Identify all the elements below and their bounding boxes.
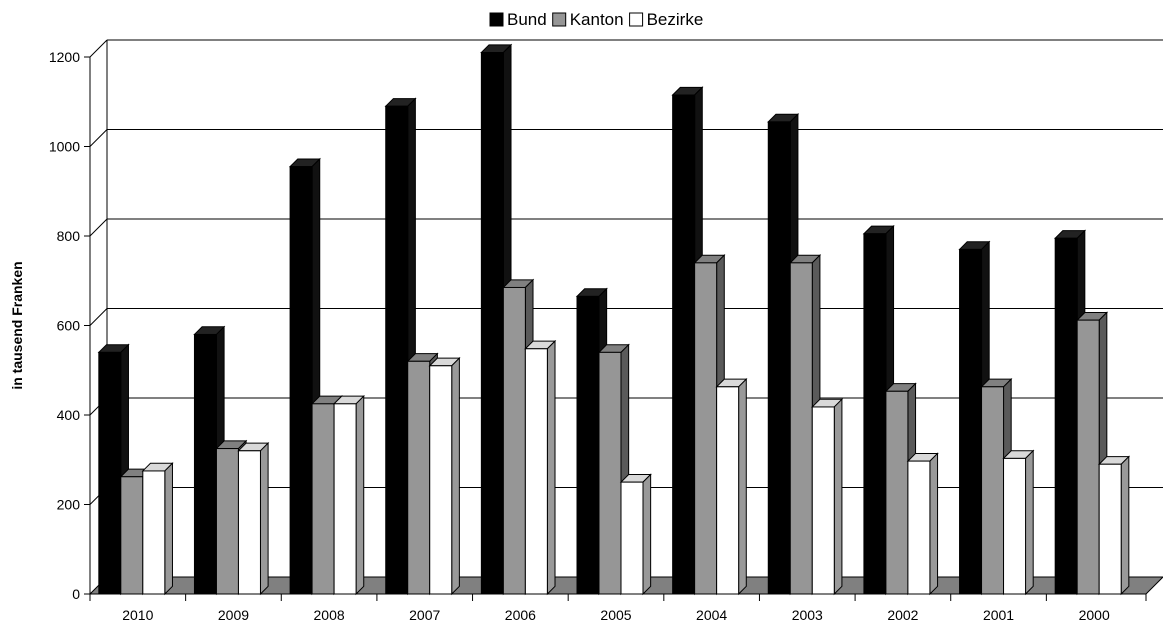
bar-front <box>1054 237 1078 595</box>
legend-label: Bund <box>507 10 547 29</box>
bar-side <box>929 452 939 596</box>
y-tick-label: 200 <box>57 497 81 513</box>
y-tick-label: 400 <box>57 407 81 423</box>
legend-swatch <box>552 12 567 27</box>
legend-swatch <box>489 12 504 27</box>
x-tick-label: 2005 <box>600 607 631 622</box>
bar-front <box>407 360 431 595</box>
gridline-side <box>89 308 108 326</box>
legend: Bund Kanton Bezirke <box>489 10 704 29</box>
x-tick-label: 2001 <box>983 607 1014 622</box>
x-tick-label: 2010 <box>122 607 153 622</box>
y-tick-label: 800 <box>57 228 81 244</box>
bar-front <box>289 166 313 595</box>
bar <box>237 441 270 596</box>
bar <box>524 339 557 596</box>
x-tick-label: 2009 <box>218 607 249 622</box>
bar-side <box>451 356 460 596</box>
bar-side <box>1120 455 1130 596</box>
bar-front <box>333 403 357 595</box>
x-tick-label: 2002 <box>887 607 918 622</box>
bar-side <box>642 473 652 596</box>
legend-item: Kanton <box>552 10 624 29</box>
bar-front <box>524 348 548 595</box>
x-tick-label: 2007 <box>409 607 440 622</box>
bar-front <box>142 470 166 595</box>
bar <box>906 452 939 596</box>
bar-front <box>385 105 409 595</box>
bar-side <box>259 441 269 596</box>
legend-swatch <box>629 12 644 27</box>
bar-front <box>429 365 453 595</box>
gridline-side <box>89 39 108 58</box>
bar-front <box>311 403 335 595</box>
bar-front <box>502 286 526 595</box>
x-tick-label: 2004 <box>696 607 727 622</box>
bar <box>332 394 365 596</box>
bar <box>428 356 461 596</box>
bar-front <box>480 52 504 595</box>
bar-side <box>738 377 747 596</box>
bar-front <box>811 406 835 595</box>
x-tick-label: 2006 <box>505 607 536 622</box>
bar <box>1097 455 1131 596</box>
gridline-side <box>89 218 108 237</box>
y-tick-label: 600 <box>57 318 81 334</box>
bar <box>619 473 652 596</box>
bar-front <box>620 481 644 595</box>
bar-front <box>716 386 740 595</box>
bar <box>141 462 174 596</box>
bar <box>1002 449 1035 596</box>
bar-front <box>959 248 983 595</box>
legend-item: Bund <box>489 10 547 29</box>
y-axis-title: in tausend Franken <box>9 261 25 389</box>
bar-front <box>98 351 122 595</box>
bar-front <box>907 460 931 595</box>
legend-item: Bezirke <box>629 10 704 29</box>
y-tick-label: 1000 <box>49 139 80 155</box>
x-tick-label: 2003 <box>792 607 823 622</box>
bars <box>97 43 1131 596</box>
bar-front <box>694 262 718 595</box>
bar-front <box>863 233 887 595</box>
gridline-side <box>89 129 108 147</box>
bar-front <box>1003 457 1027 595</box>
bar-side <box>355 394 365 596</box>
bar-side <box>164 462 173 596</box>
x-tick-label: 2000 <box>1079 607 1110 622</box>
bar-front <box>120 476 144 595</box>
bar-front <box>789 262 813 595</box>
y-tick-label: 1200 <box>49 49 80 65</box>
bar-front <box>981 386 1005 595</box>
bar-front <box>576 295 600 595</box>
bar-front <box>237 450 261 595</box>
bar-side <box>546 339 556 596</box>
axes: 0 200 400 600 800 1000 1200 2010 2009 2008 2007 200… <box>49 49 1147 623</box>
legend-label: Bezirke <box>647 10 704 29</box>
x-tick-label: 2008 <box>314 607 345 622</box>
bar-side <box>1025 449 1034 596</box>
bar-front <box>598 351 622 595</box>
legend-label: Kanton <box>570 10 624 29</box>
bar-front <box>885 390 909 595</box>
bar-front <box>1098 463 1122 595</box>
y-tick-label: 0 <box>72 586 80 602</box>
bar-front <box>215 448 239 595</box>
bar-front <box>672 94 696 595</box>
bar <box>811 398 844 596</box>
bar-front <box>767 121 791 595</box>
bar <box>715 377 748 596</box>
bar-front <box>193 333 217 595</box>
bar-front <box>1076 319 1100 595</box>
bar <box>671 86 704 596</box>
bar-side <box>833 398 843 596</box>
